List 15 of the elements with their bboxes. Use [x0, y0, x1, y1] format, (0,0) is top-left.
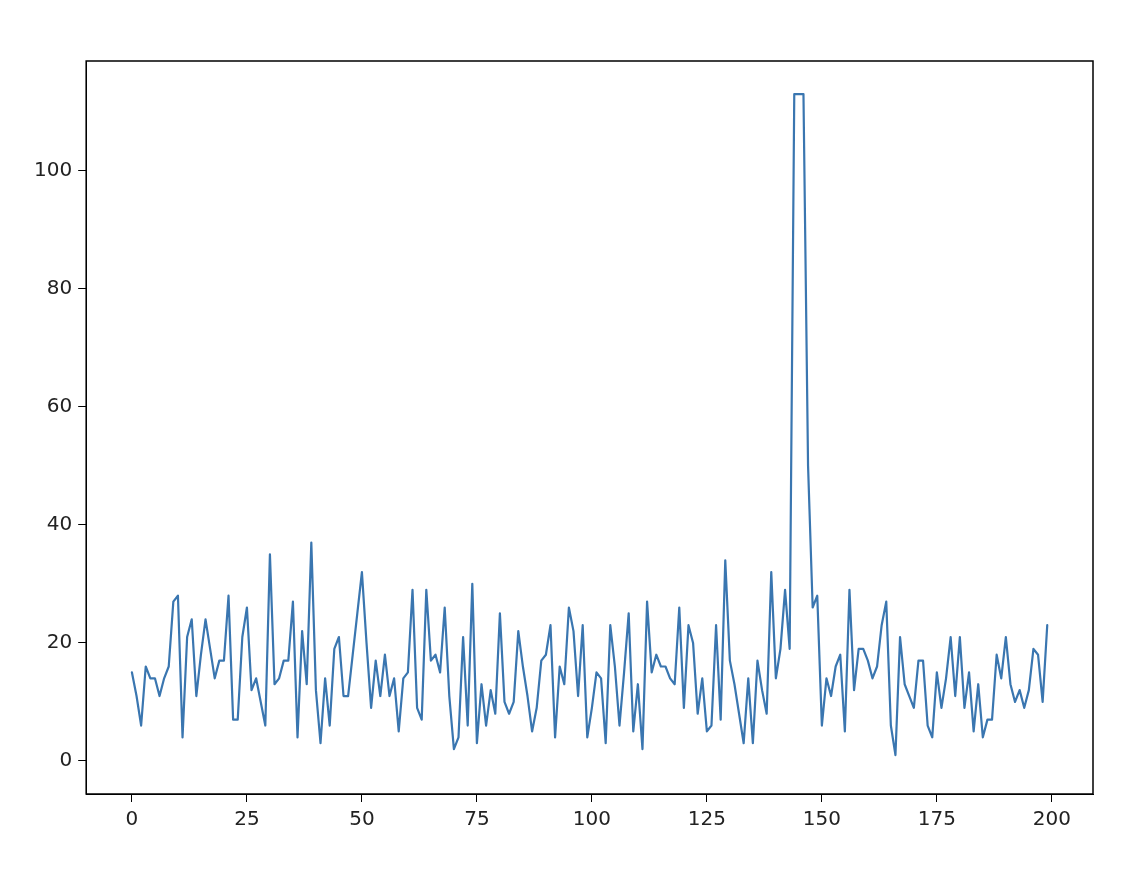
x-tick-label: 125: [687, 806, 726, 831]
y-tick-label: 20: [46, 629, 73, 654]
x-tick-label: 175: [917, 806, 956, 831]
x-tick-label: 100: [572, 806, 611, 831]
x-tick-label: 150: [802, 806, 841, 831]
x-tick-label: 25: [234, 806, 260, 831]
x-tick-label: 75: [464, 806, 490, 831]
y-tick-label: 80: [46, 275, 73, 300]
y-tick-label: 60: [46, 393, 73, 418]
x-tick-label: 0: [125, 806, 139, 831]
x-tick-label: 200: [1032, 806, 1071, 831]
y-tick-label: 0: [59, 747, 73, 772]
y-tick-label: 40: [46, 511, 73, 536]
x-tick-label: 50: [349, 806, 375, 831]
y-tick-label: 100: [33, 156, 73, 181]
